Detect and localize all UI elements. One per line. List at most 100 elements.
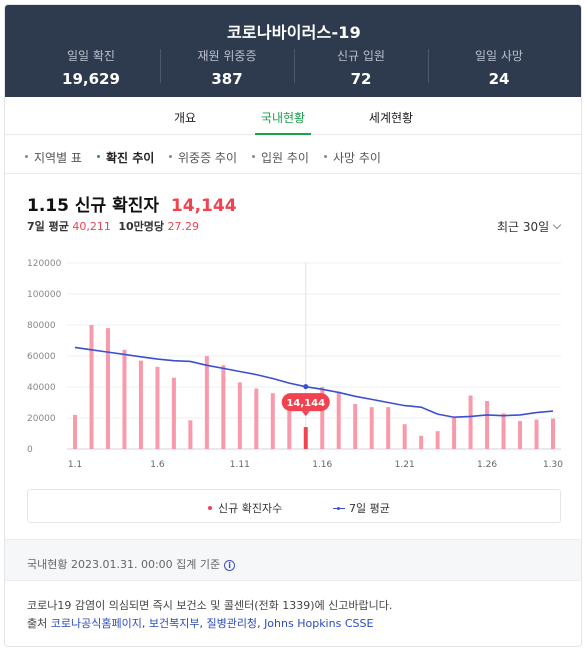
range-dropdown[interactable]: 최근 30일 <box>497 218 562 235</box>
data-basis-note: 국내현황 2023.01.31. 00:00 집계 기준 i <box>5 539 581 581</box>
line-swatch-icon <box>333 507 345 510</box>
x-tick-label: 1.6 <box>150 460 165 470</box>
y-tick-label: 60000 <box>27 352 56 362</box>
bar-1.3 <box>105 328 110 449</box>
bar-1.2 <box>89 325 94 449</box>
avg-line <box>74 346 554 419</box>
avg-line-point-highlight <box>303 384 309 390</box>
stat-daily-confirmed: 일일 확진 19,629 <box>25 47 157 88</box>
bar-1.19 <box>369 407 374 449</box>
bar-1.13 <box>270 393 275 449</box>
legend-line: 7일 평균 <box>333 500 390 516</box>
bar-1.15 <box>303 427 308 449</box>
headline-value: 14,144 <box>170 196 237 216</box>
subnav-admission-trend[interactable]: 입원 추이 <box>252 149 309 166</box>
bullet-icon <box>324 155 327 158</box>
tab-overview[interactable]: 개요 <box>173 111 197 125</box>
bar-1.10 <box>221 365 226 449</box>
range-label: 최근 30일 <box>497 220 550 234</box>
source-link-kdca-home[interactable]: 코로나공식홈페이지 <box>50 617 142 630</box>
chevron-down-icon <box>552 220 562 230</box>
page-title: 코로나바이러스-19 <box>227 23 361 42</box>
headline-label: 신규 확진자 <box>74 196 159 216</box>
source-link-jhu[interactable]: Johns Hopkins CSSE <box>264 617 374 630</box>
y-tick-label: 80000 <box>27 321 56 331</box>
stat-value: 24 <box>488 70 510 88</box>
bar-1.6 <box>155 366 160 449</box>
stat-critical: 재원 위중증 387 <box>161 47 293 88</box>
stat-hospitalized: 신규 입원 72 <box>295 47 427 88</box>
subnav-critical-trend[interactable]: 위중증 추이 <box>169 149 237 166</box>
bullet-icon <box>97 155 100 158</box>
bar-1.14 <box>287 402 292 449</box>
y-tick-label: 0 <box>27 445 33 455</box>
x-tick-label: 1.11 <box>230 460 250 470</box>
bar-1.12 <box>254 388 259 449</box>
chart-meta: 7일 평균 40,211 10만명당 27.29 <box>27 218 199 234</box>
source-link-kdca[interactable]: 질병관리청 <box>206 617 258 630</box>
footer-sources: 출처 코로나공식홈페이지, 보건복지부, 질병관리청, Johns Hopkin… <box>27 617 374 630</box>
legend-line-label: 7일 평균 <box>349 502 390 515</box>
bar-1.26 <box>485 400 490 449</box>
source-link-mohw[interactable]: 보건복지부 <box>148 617 200 630</box>
stat-label: 일일 확진 <box>67 49 115 63</box>
bar-1.5 <box>138 360 143 449</box>
tab-domestic[interactable]: 국내현황 <box>260 111 306 125</box>
x-tick-label: 1.26 <box>477 460 497 470</box>
bar-1.9 <box>204 356 209 449</box>
per-value: 27.29 <box>167 220 200 233</box>
footer-notice: 코로나19 감염이 의심되면 즉시 보건소 및 콜센터(전화 1339)에 신고… <box>27 599 393 612</box>
main-tabs: 개요 국내현황 세계현황 <box>5 97 581 135</box>
bar-1.17 <box>336 391 341 449</box>
divider <box>294 49 295 83</box>
bar-1.4 <box>122 349 127 449</box>
source-label: 출처 <box>27 617 48 630</box>
y-tick-label: 40000 <box>27 383 56 393</box>
tooltip-pointer <box>301 411 310 417</box>
avg-value: 40,211 <box>72 220 111 233</box>
bar-1.28 <box>518 421 523 449</box>
footer: 코로나19 감염이 의심되면 즉시 보건소 및 콜센터(전화 1339)에 신고… <box>27 597 392 633</box>
chart-headline: 1.15 신규 확진자 14,144 <box>27 191 237 216</box>
subnav-label: 지역별 표 <box>34 151 82 165</box>
divider <box>428 49 429 83</box>
subnav-confirmed-trend[interactable]: 확진 추이 <box>97 149 154 166</box>
legend-bar: 신규 확진자수 <box>208 500 282 516</box>
legend-bar-label: 신규 확진자수 <box>218 502 283 515</box>
subnav-death-trend[interactable]: 사망 추이 <box>324 149 381 166</box>
bullet-icon <box>169 155 172 158</box>
chart-legend: 신규 확진자수 7일 평균 <box>27 489 561 523</box>
subnav-label: 입원 추이 <box>261 151 309 165</box>
subnav-label: 확진 추이 <box>106 151 155 165</box>
y-tick-label: 120000 <box>27 259 62 269</box>
x-tick-label: 1.1 <box>68 460 82 470</box>
stat-value: 72 <box>350 70 372 88</box>
bar-1.18 <box>353 404 358 449</box>
bar-1.7 <box>171 377 176 449</box>
bullet-icon <box>25 155 28 158</box>
bar-1.30 <box>551 418 555 449</box>
active-tab-indicator <box>255 133 311 135</box>
bullet-icon <box>252 155 255 158</box>
stat-value: 19,629 <box>62 70 120 88</box>
stat-label: 재원 위중증 <box>197 49 257 63</box>
bar-1.23 <box>435 431 440 449</box>
per-label: 10만명당 <box>118 220 165 233</box>
bar-1.24 <box>452 418 457 449</box>
bar-1.20 <box>386 407 391 449</box>
stat-deaths: 일일 사망 24 <box>433 47 565 88</box>
subnav-label: 위중증 추이 <box>178 151 238 165</box>
bar-swatch-icon <box>208 506 212 510</box>
bar-1.1 <box>73 414 77 449</box>
bar-1.21 <box>402 424 407 449</box>
subnav-label: 사망 추이 <box>333 151 381 165</box>
bar-1.29 <box>534 419 539 449</box>
info-icon[interactable]: i <box>224 560 236 571</box>
subnav-region-table[interactable]: 지역별 표 <box>25 149 82 166</box>
tab-global[interactable]: 세계현황 <box>368 111 414 125</box>
bar-1.16 <box>320 387 325 449</box>
bar-1.8 <box>188 420 193 449</box>
note-text: 국내현황 2023.01.31. 00:00 집계 기준 <box>27 558 221 571</box>
summary-header: 코로나바이러스-19 일일 확진 19,629 재원 위중증 387 신규 입원… <box>5 5 581 97</box>
bar-1.27 <box>501 413 506 449</box>
